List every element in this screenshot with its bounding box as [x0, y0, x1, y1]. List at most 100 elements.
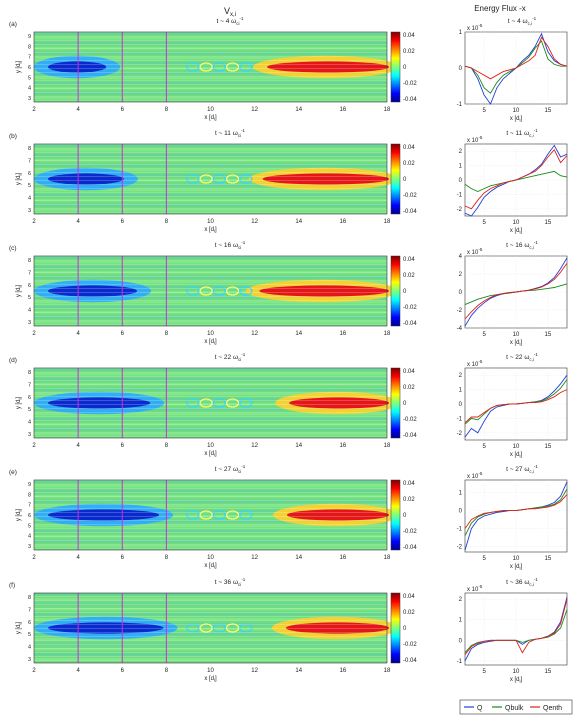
- x-tick-label: 6: [121, 443, 125, 449]
- y-tick-label: 5: [28, 523, 31, 529]
- x-tick-label: 10: [207, 107, 214, 113]
- y-tick-label: 6: [28, 513, 31, 519]
- flux-x-tick-label: 15: [545, 108, 552, 114]
- flux-y-tick-label: 0: [459, 638, 463, 644]
- x-tick-label: 14: [295, 555, 302, 561]
- colorbar-tick-label: -0.02: [403, 417, 417, 423]
- flux-y-tick-label: -1: [457, 416, 463, 422]
- flux-x-tick-label: 10: [513, 556, 520, 562]
- x-tick-label: 10: [207, 331, 214, 337]
- flux-exponent: x 10-5: [467, 359, 483, 368]
- x-tick-label: 2: [32, 668, 36, 674]
- y-tick-label: 4: [28, 196, 31, 202]
- heatmap: [33, 143, 399, 215]
- series-line-qenth: [464, 148, 568, 210]
- panel-label: (a): [9, 21, 17, 28]
- x-tick-label: 2: [32, 331, 36, 337]
- colorbar-tick-label: 0.04: [403, 369, 415, 375]
- flux-exponent: x 10-5: [467, 247, 483, 256]
- flux-x-axis-label: x [di]: [510, 116, 523, 123]
- series-line-qenth: [464, 389, 568, 424]
- y-tick-label: 4: [28, 534, 31, 540]
- flux-y-tick-label: 0: [459, 290, 463, 296]
- x-tick-label: 2: [32, 443, 36, 449]
- flux-y-tick-label: 2: [459, 373, 463, 379]
- y-tick-label: 5: [28, 75, 31, 81]
- flux-y-tick-label: 4: [459, 254, 463, 260]
- flux-plot: t ~ 16 ωc,i-1 x 10-5 4 2 0 -2 -4 5 10 15 x [di]: [457, 240, 568, 347]
- flux-y-tick-label: 0: [459, 178, 463, 184]
- flux-x-axis-label: x [di]: [510, 677, 523, 684]
- x-tick-label: 16: [340, 331, 347, 337]
- x-tick-label: 6: [121, 107, 125, 113]
- panel-label: (b): [9, 133, 17, 140]
- panel-label: (c): [9, 245, 17, 252]
- flux-y-tick-label: 2: [459, 597, 463, 603]
- y-tick-label: 5: [28, 295, 31, 301]
- flux-y-tick-label: 1: [459, 388, 463, 394]
- flux-exponent: x 10-5: [467, 584, 483, 593]
- colorbar-tick-label: 0: [403, 401, 407, 407]
- x-tick-label: 10: [207, 555, 214, 561]
- panel-label: (e): [9, 469, 17, 476]
- flux-y-tick-label: 2: [459, 149, 463, 155]
- colorbar-tick-label: 0.02: [403, 497, 415, 503]
- y-tick-label: 8: [28, 258, 31, 264]
- colorbar-tick-label: -0.02: [403, 642, 417, 648]
- colorbar-tick-label: -0.02: [403, 305, 417, 311]
- y-tick-label: 6: [28, 620, 31, 626]
- flux-x-tick-label: 15: [545, 556, 552, 562]
- colorbar-tick-label: 0: [403, 626, 407, 632]
- flux-x-tick-label: 5: [482, 332, 486, 338]
- flux-y-tick-label: -2: [457, 308, 463, 314]
- x-tick-label: 2: [32, 219, 36, 225]
- colorbar-tick-label: 0.04: [403, 33, 415, 39]
- x-tick-label: 16: [340, 555, 347, 561]
- flux-exponent: x 10-5: [467, 471, 483, 480]
- flux-title: t ~ 4 ωc,i-1: [508, 16, 537, 26]
- x-tick-label: 12: [251, 555, 258, 561]
- y-tick-label: 5: [28, 407, 31, 413]
- series-line-qenth: [464, 494, 568, 529]
- y-tick-label: 3: [28, 544, 31, 550]
- flux-x-tick-label: 10: [513, 220, 520, 226]
- x-tick-label: 8: [165, 443, 169, 449]
- x-tick-label: 16: [340, 219, 347, 225]
- x-tick-label: 8: [165, 219, 169, 225]
- flux-x-tick-label: 5: [482, 220, 486, 226]
- colorbar-tick-label: 0: [403, 289, 407, 295]
- colorbar-tick-label: 0.04: [403, 481, 415, 487]
- x-tick-label: 14: [295, 443, 302, 449]
- panel-label: (f): [9, 582, 15, 589]
- colorbar-tick-label: -0.04: [403, 433, 417, 439]
- map-title: t ~ 27 ωci-1: [215, 464, 246, 474]
- flux-exponent: x 10-5: [467, 135, 483, 144]
- x-tick-label: 6: [121, 668, 125, 674]
- x-tick-label: 18: [384, 443, 391, 449]
- map-title: t ~ 4 ωci-1: [217, 16, 244, 26]
- y-tick-label: 3: [28, 208, 31, 214]
- x-tick-label: 18: [384, 107, 391, 113]
- colorbar-tick-label: -0.02: [403, 81, 417, 87]
- x-tick-label: 14: [295, 331, 302, 337]
- flux-x-tick-label: 10: [513, 669, 520, 675]
- y-tick-label: 8: [28, 44, 31, 50]
- heatmap: [33, 367, 399, 439]
- colorbar-tick-label: 0.02: [403, 610, 415, 616]
- y-tick-label: 4: [28, 86, 31, 92]
- x-tick-label: 2: [32, 555, 36, 561]
- flux-x-tick-label: 10: [513, 444, 520, 450]
- map-title: t ~ 11 ωci-1: [215, 128, 246, 138]
- y-tick-label: 4: [28, 645, 31, 651]
- colorbar-tick-label: 0.04: [403, 145, 415, 151]
- flux-title: t ~ 22 ωc,i-1: [506, 352, 538, 362]
- y-tick-label: 7: [28, 158, 31, 164]
- colorbar: 0.04 0.02 0 -0.02 -0.04: [390, 31, 417, 103]
- x-tick-label: 16: [340, 107, 347, 113]
- colorbar-tick-label: -0.04: [403, 97, 417, 103]
